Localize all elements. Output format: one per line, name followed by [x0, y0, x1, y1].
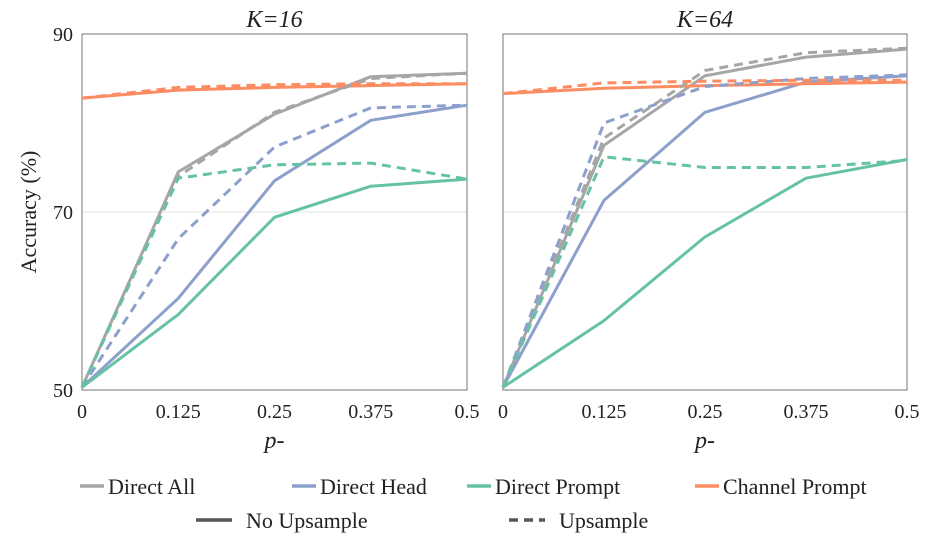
- series-line-channel-prompt-no-upsample: [81, 82, 468, 100]
- series-line-direct-prompt-upsample: [80, 161, 468, 388]
- x-tick-label: 0.375: [784, 401, 829, 423]
- series-line-direct-prompt-upsample: [501, 155, 908, 388]
- x-tick-label: 0.125: [582, 401, 627, 423]
- y-tick-label: 90: [53, 24, 73, 46]
- panel-k-64: K=64 0 0.125 0.25 0.375 0.5 p-: [498, 7, 920, 454]
- legend: Direct All Direct Head Direct Prompt Channe…: [80, 474, 867, 533]
- x-axis-title: p-: [263, 428, 285, 454]
- plot-frame: [502, 33, 908, 391]
- y-tick-label: 50: [53, 380, 73, 402]
- legend-style-label-upsample: Upsample: [559, 508, 648, 533]
- x-tick-label: 0.25: [257, 401, 292, 423]
- legend-label-channel-prompt: Channel Prompt: [723, 474, 867, 499]
- panel-k-16: K=16 50 70 90 0 0.125 0.25 0.375 0.5 p-: [53, 7, 480, 454]
- legend-style-label-no-upsample: No Upsample: [246, 508, 368, 533]
- panel-title: K=16: [245, 7, 302, 33]
- x-tick-label: 0.5: [455, 401, 480, 423]
- y-tick-label: 70: [53, 202, 73, 224]
- series-line-channel-prompt-upsample: [81, 82, 467, 100]
- x-tick-label: 0.375: [348, 401, 393, 423]
- series-line-direct-prompt-no-upsample: [502, 158, 908, 389]
- x-tick-label: 0.5: [895, 401, 920, 423]
- plot-frame: [81, 33, 468, 391]
- x-axis-title: p-: [693, 428, 715, 454]
- legend-label-direct-prompt: Direct Prompt: [495, 474, 620, 499]
- x-tick-label: 0: [498, 401, 508, 423]
- x-tick-label: 0.25: [688, 401, 723, 423]
- series-line-direct-all-upsample: [501, 46, 908, 388]
- series-line-direct-all-no-upsample: [501, 47, 908, 388]
- series-line-direct-head-no-upsample: [80, 103, 468, 389]
- series-line-direct-head-upsample: [501, 73, 908, 388]
- chart-panels: K=16 50 70 90 0 0.125 0.25 0.375 0.5 p- K=64 0 0.125…: [53, 7, 920, 454]
- series-line-direct-all-upsample: [80, 71, 468, 388]
- legend-label-direct-head: Direct Head: [320, 474, 427, 499]
- series-line-direct-prompt-no-upsample: [81, 177, 468, 389]
- x-tick-label: 0.125: [156, 401, 201, 423]
- y-axis-title: Accuracy (%): [16, 151, 41, 274]
- legend-label-direct-all: Direct All: [108, 474, 195, 499]
- series-line-direct-all-no-upsample: [80, 71, 468, 388]
- series-line-channel-prompt-upsample: [502, 78, 907, 96]
- x-tick-label: 0: [77, 401, 87, 423]
- panel-title: K=64: [676, 7, 733, 33]
